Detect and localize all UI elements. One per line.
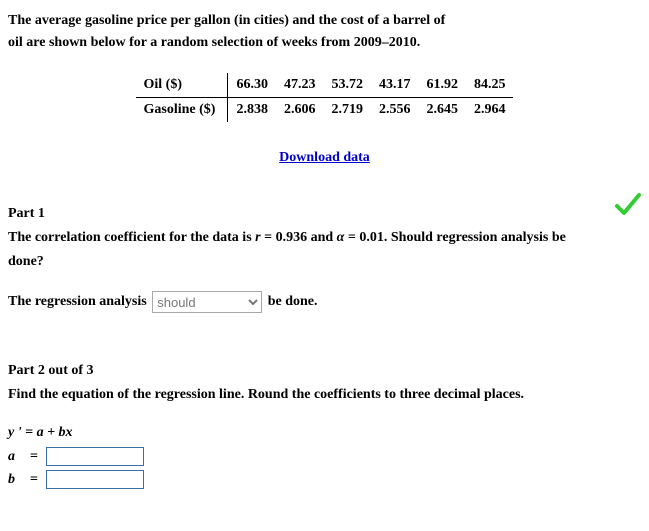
data-table: Oil ($) 66.30 47.23 53.72 43.17 61.92 84… — [136, 73, 514, 122]
a-input[interactable] — [46, 447, 144, 466]
b-input[interactable] — [46, 470, 144, 489]
intro-line-1: The average gasoline price per gallon (i… — [8, 13, 445, 28]
table-row-oil: Oil ($) 66.30 47.23 53.72 43.17 61.92 84… — [136, 73, 514, 98]
regression-should-select[interactable]: should — [152, 291, 262, 313]
eq-sign: = — [30, 449, 38, 465]
problem-intro: The average gasoline price per gallon (i… — [8, 10, 641, 55]
gas-cell: 2.964 — [466, 97, 514, 122]
part2-header: Part 2 out of 3 — [8, 363, 641, 379]
oil-label: Oil ($) — [136, 73, 228, 98]
checkmark-icon — [615, 192, 641, 223]
oil-cell: 53.72 — [323, 73, 371, 98]
part2-question: Find the equation of the regression line… — [8, 383, 641, 407]
coef-b-row: b = — [8, 470, 641, 489]
oil-cell: 47.23 — [276, 73, 324, 98]
gas-cell: 2.606 — [276, 97, 324, 122]
coef-a-row: a = — [8, 447, 641, 466]
part1-header-text: Part 1 — [8, 206, 45, 221]
oil-cell: 84.25 — [466, 73, 514, 98]
answer-prefix: The regression analysis — [8, 295, 150, 310]
oil-cell: 66.30 — [228, 73, 276, 98]
regression-equation: y ' = a + bx — [8, 425, 641, 441]
part1-answer: The regression analysis should be done. — [8, 291, 641, 313]
oil-cell: 43.17 — [371, 73, 419, 98]
a-label: a — [8, 449, 22, 465]
gas-cell: 2.719 — [323, 97, 371, 122]
intro-line-2: oil are shown below for a random selecti… — [8, 35, 420, 50]
part1-question: The correlation coefficient for the data… — [8, 226, 641, 274]
part1-header: Part 1 — [8, 206, 641, 222]
oil-cell: 61.92 — [418, 73, 466, 98]
gasoline-label: Gasoline ($) — [136, 97, 228, 122]
table-row-gasoline: Gasoline ($) 2.838 2.606 2.719 2.556 2.6… — [136, 97, 514, 122]
answer-suffix: be done. — [268, 295, 318, 310]
gas-cell: 2.556 — [371, 97, 419, 122]
download-data-link[interactable]: Download data — [279, 150, 370, 165]
gas-cell: 2.838 — [228, 97, 276, 122]
b-label: b — [8, 472, 22, 488]
eq-sign: = — [30, 472, 38, 488]
gas-cell: 2.645 — [418, 97, 466, 122]
download-row: Download data — [8, 150, 641, 166]
